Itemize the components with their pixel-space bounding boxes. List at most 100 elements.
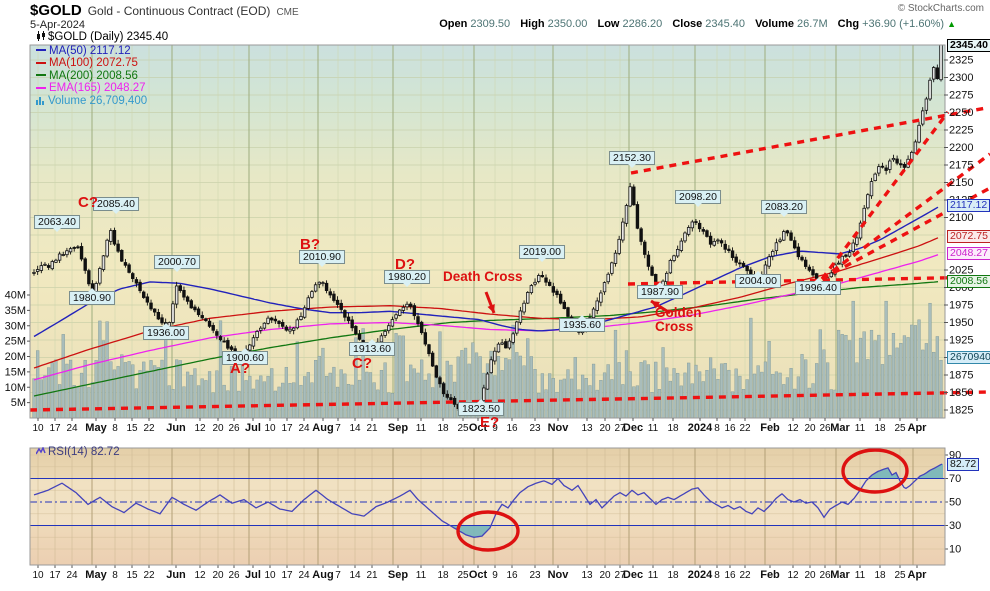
svg-text:15: 15 <box>126 423 138 434</box>
svg-text:27: 27 <box>614 570 626 581</box>
svg-text:24: 24 <box>66 570 78 581</box>
highlight-ellipse <box>841 448 909 494</box>
svg-text:40M: 40M <box>5 290 26 302</box>
volume-value: 26.7M <box>797 18 828 30</box>
svg-text:8: 8 <box>714 570 720 581</box>
svg-text:7: 7 <box>335 570 341 581</box>
svg-text:2100: 2100 <box>949 212 973 224</box>
svg-text:Mar: Mar <box>830 569 850 581</box>
svg-text:12: 12 <box>194 570 206 581</box>
svg-text:30: 30 <box>949 520 961 532</box>
svg-text:Dec: Dec <box>623 422 643 434</box>
quote-bar: Open 2309.50 High 2350.00 Low 2286.20 Close… <box>432 18 956 30</box>
legend-ma200: MA(200) 2008.56 <box>36 70 168 83</box>
svg-text:10: 10 <box>32 570 44 581</box>
svg-text:2150: 2150 <box>949 177 973 189</box>
svg-text:18: 18 <box>437 570 449 581</box>
rsi-background <box>30 448 945 565</box>
svg-text:18: 18 <box>667 423 679 434</box>
svg-text:2325: 2325 <box>949 55 973 67</box>
svg-text:17: 17 <box>49 570 61 581</box>
rsi-border <box>29 447 946 566</box>
svg-text:10: 10 <box>32 423 44 434</box>
svg-text:24: 24 <box>298 423 310 434</box>
svg-text:Nov: Nov <box>548 422 570 434</box>
svg-text:1875: 1875 <box>949 370 973 382</box>
svg-text:2200: 2200 <box>949 142 973 154</box>
svg-text:Jul: Jul <box>245 569 261 581</box>
svg-text:11: 11 <box>855 570 866 581</box>
svg-text:May: May <box>85 569 107 581</box>
svg-text:26: 26 <box>819 570 831 581</box>
up-arrow-icon: ▲ <box>947 19 956 29</box>
svg-text:Apr: Apr <box>908 569 928 581</box>
legend-main: $GOLD (Daily) 2345.40 <box>36 31 168 45</box>
candlesticks <box>32 45 943 414</box>
svg-text:7: 7 <box>335 423 341 434</box>
svg-text:2125: 2125 <box>949 195 973 207</box>
svg-text:May: May <box>85 422 107 434</box>
svg-text:18: 18 <box>667 570 679 581</box>
svg-text:22: 22 <box>143 570 155 581</box>
svg-text:25: 25 <box>894 570 906 581</box>
svg-text:8: 8 <box>112 423 118 434</box>
svg-text:25: 25 <box>457 570 469 581</box>
ema165-color-dash <box>36 86 46 89</box>
legend-ema165-label: EMA(165) 2048.27 <box>49 82 146 94</box>
svg-text:23: 23 <box>529 570 541 581</box>
svg-text:Aug: Aug <box>312 569 333 581</box>
svg-text:20: 20 <box>212 570 224 581</box>
svg-text:2225: 2225 <box>949 125 973 137</box>
svg-text:Oct: Oct <box>469 569 488 581</box>
close-label: Close <box>672 18 703 30</box>
svg-text:5M: 5M <box>11 397 26 409</box>
rsi-legend: RSI(14) 82.72 <box>35 446 120 459</box>
volume-bars-icon <box>36 96 46 109</box>
high-value: 2350.00 <box>547 18 588 30</box>
svg-text:18: 18 <box>874 570 886 581</box>
svg-text:22: 22 <box>739 570 751 581</box>
legend-ma100: MA(100) 2072.75 <box>36 57 168 70</box>
svg-text:13: 13 <box>581 570 593 581</box>
svg-text:14: 14 <box>349 570 361 581</box>
rsi-legend-label: RSI(14) 82.72 <box>48 446 120 458</box>
annotation-arrow <box>650 299 671 315</box>
svg-text:1850: 1850 <box>949 387 973 399</box>
svg-text:30M: 30M <box>5 320 26 332</box>
chg-value: +36.90 (+1.60%) <box>862 18 945 30</box>
svg-text:24: 24 <box>298 570 310 581</box>
svg-text:25: 25 <box>894 423 906 434</box>
svg-text:26: 26 <box>228 423 240 434</box>
svg-text:1825: 1825 <box>949 405 973 417</box>
svg-text:Jun: Jun <box>166 569 186 581</box>
svg-text:18: 18 <box>874 423 886 434</box>
svg-text:27: 27 <box>614 423 626 434</box>
low-value: 2286.20 <box>622 18 663 30</box>
svg-text:17: 17 <box>49 423 61 434</box>
svg-text:17: 17 <box>281 423 293 434</box>
svg-text:11: 11 <box>648 570 659 581</box>
svg-text:11: 11 <box>855 423 866 434</box>
svg-text:21: 21 <box>366 423 378 434</box>
chart-date: 5-Apr-2024 <box>30 19 86 31</box>
svg-text:1975: 1975 <box>949 300 973 312</box>
svg-text:11: 11 <box>416 570 427 581</box>
legend-ma50-label: MA(50) 2117.12 <box>49 44 131 57</box>
legend-ma50: MA(50) 2117.12 <box>36 45 168 58</box>
svg-text:Feb: Feb <box>760 569 780 581</box>
svg-text:24: 24 <box>66 423 78 434</box>
open-value: 2309.50 <box>470 18 511 30</box>
ma100-color-dash <box>36 61 46 64</box>
svg-text:12: 12 <box>787 423 799 434</box>
svg-text:16: 16 <box>724 423 736 434</box>
svg-text:10: 10 <box>264 423 276 434</box>
legend-ma100-label: MA(100) 2072.75 <box>49 57 138 69</box>
svg-text:20: 20 <box>804 423 816 434</box>
svg-text:20: 20 <box>212 423 224 434</box>
svg-text:26: 26 <box>228 570 240 581</box>
svg-text:Mar: Mar <box>830 422 850 434</box>
svg-text:16: 16 <box>724 570 736 581</box>
svg-text:16: 16 <box>506 423 518 434</box>
svg-text:13: 13 <box>581 423 593 434</box>
